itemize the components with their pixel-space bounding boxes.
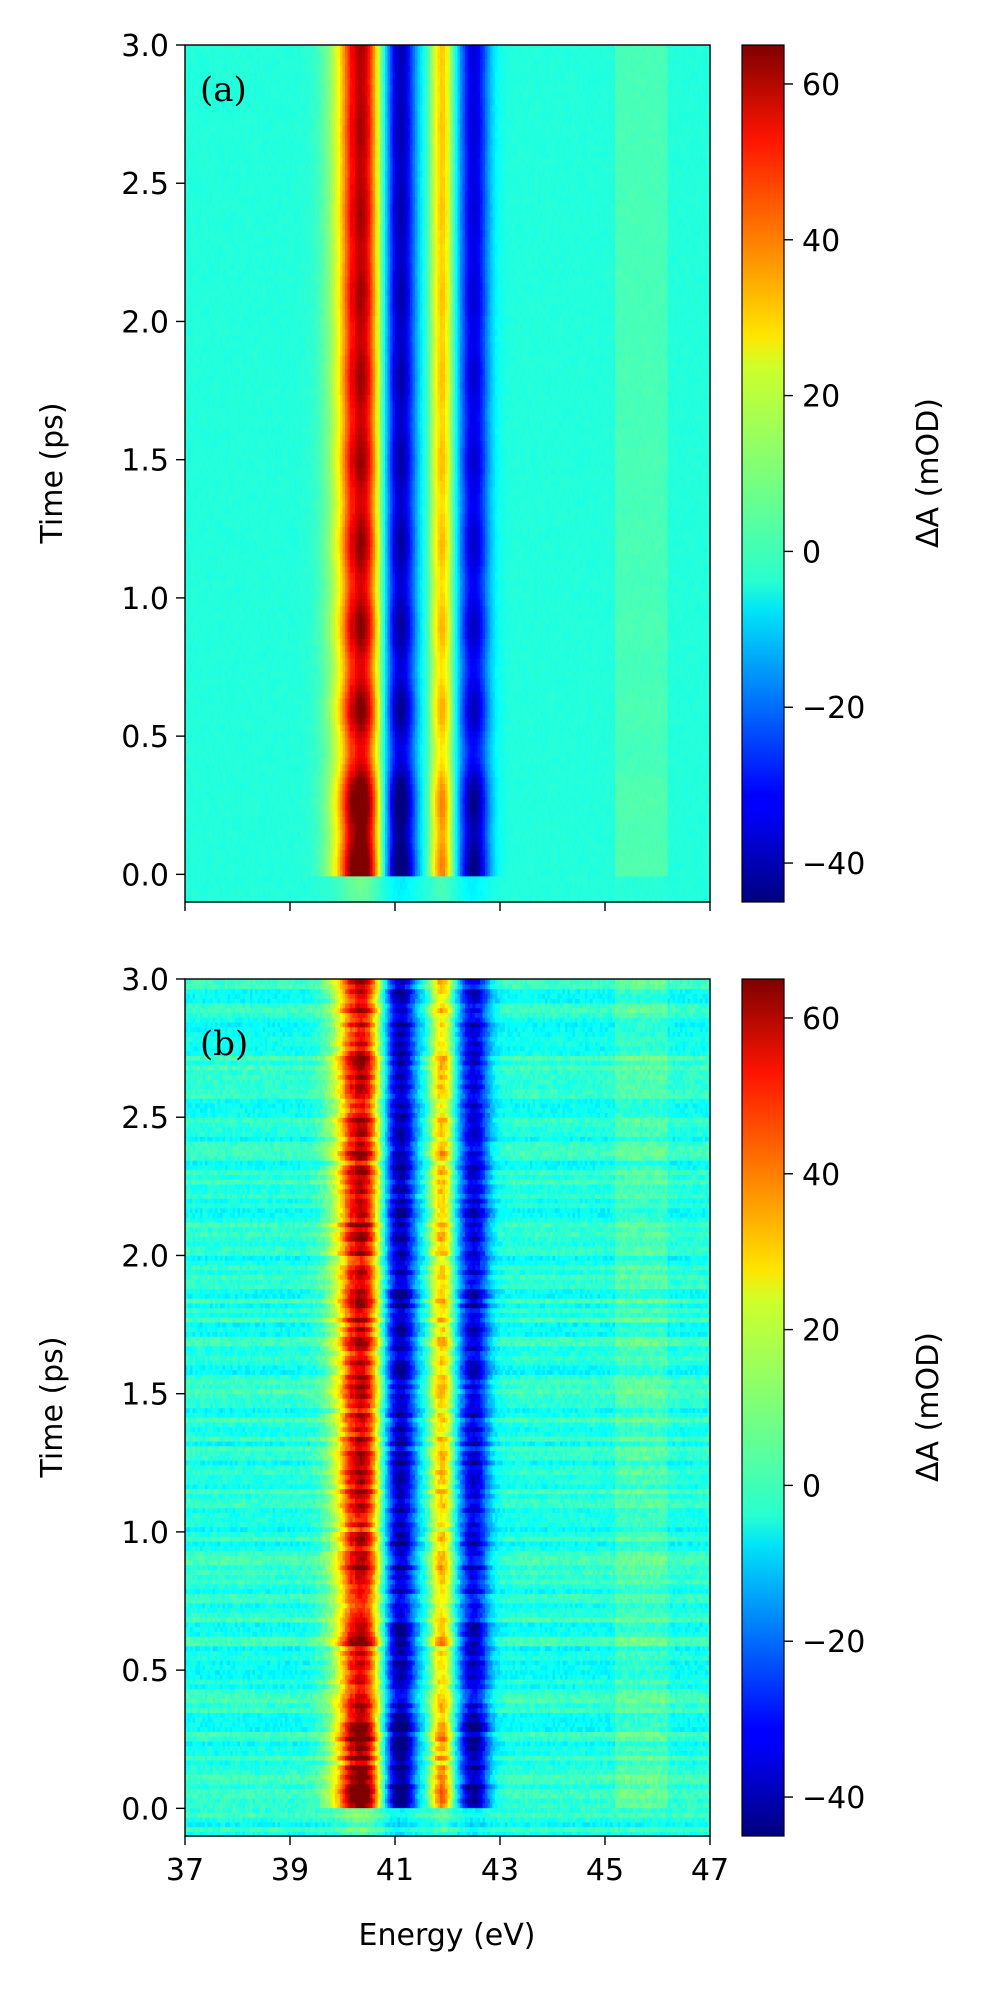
panel-a: (a) 0.00.51.01.52.02.53.0 Time (ps) −40−… — [35, 29, 946, 911]
heatmap-a — [185, 45, 711, 903]
